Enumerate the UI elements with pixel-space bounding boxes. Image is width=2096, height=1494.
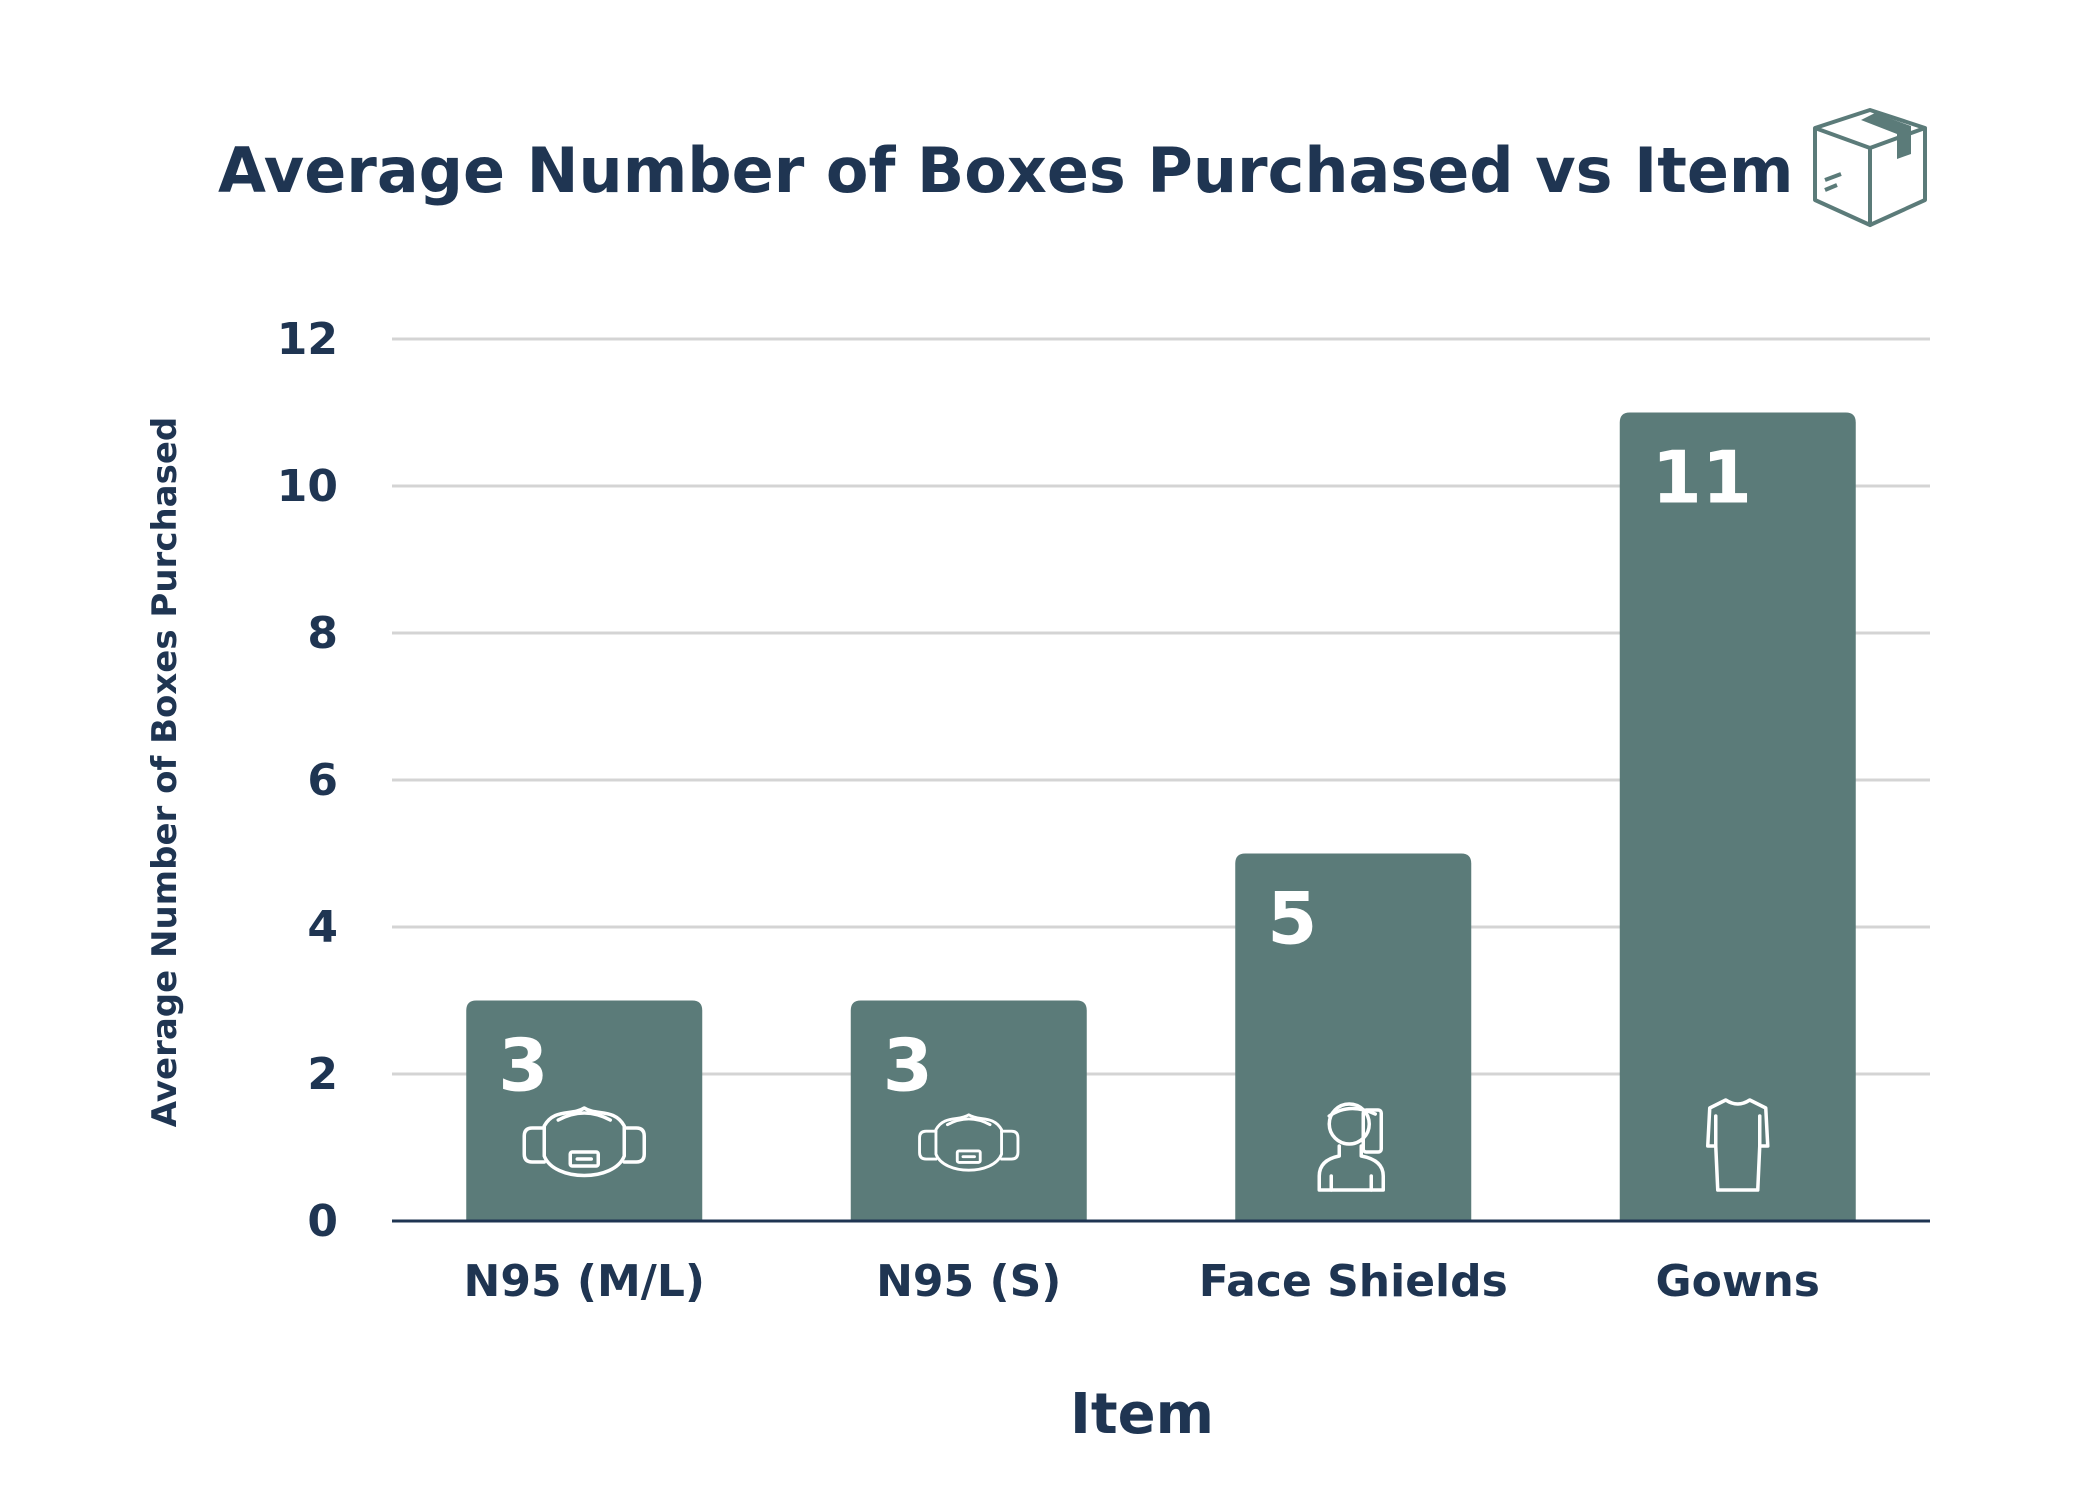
y-tick-label: 10 — [277, 461, 338, 512]
bar-value-label: 5 — [1267, 877, 1317, 961]
bar-group: 3 — [466, 1000, 703, 1221]
x-tick-labels: N95 (M/L) N95 (S) Face Shields Gowns — [464, 1256, 1821, 1307]
x-tick-label: Face Shields — [1199, 1256, 1508, 1307]
x-tick-label: N95 (M/L) — [464, 1256, 705, 1307]
face-shield-icon — [1317, 1102, 1385, 1192]
y-tick-label: 6 — [307, 755, 338, 806]
bar — [1619, 412, 1856, 1221]
x-tick-label: Gowns — [1655, 1256, 1820, 1307]
x-tick-label: N95 (S) — [876, 1256, 1061, 1307]
mask-icon — [918, 1113, 1020, 1172]
y-tick-label: 2 — [307, 1049, 338, 1100]
x-axis-label: Item — [1070, 1382, 1214, 1447]
chart-title: Average Number of Boxes Purchased vs Ite… — [218, 134, 1794, 207]
bar-group: 5 — [1235, 853, 1472, 1221]
gown-icon — [1706, 1098, 1770, 1192]
y-tick-labels: 0 2 4 6 8 10 12 — [277, 314, 338, 1247]
y-tick-label: 0 — [307, 1196, 338, 1247]
bars: 3 3 5 11 — [466, 412, 1856, 1221]
bar-value-label: 11 — [1652, 436, 1752, 520]
mask-icon — [522, 1106, 646, 1178]
bar — [850, 1000, 1087, 1221]
bar-group: 3 — [850, 1000, 1087, 1221]
bar-value-label: 3 — [498, 1024, 548, 1108]
y-tick-label: 8 — [307, 608, 338, 659]
y-tick-label: 4 — [307, 902, 338, 953]
bar-value-label: 3 — [883, 1024, 933, 1108]
y-tick-label: 12 — [277, 314, 338, 365]
box-icon — [1813, 108, 1927, 227]
bar-group: 11 — [1619, 412, 1856, 1221]
y-axis-label: Average Number of Boxes Purchased — [145, 417, 185, 1128]
bar — [1235, 853, 1472, 1221]
bar — [466, 1000, 703, 1221]
